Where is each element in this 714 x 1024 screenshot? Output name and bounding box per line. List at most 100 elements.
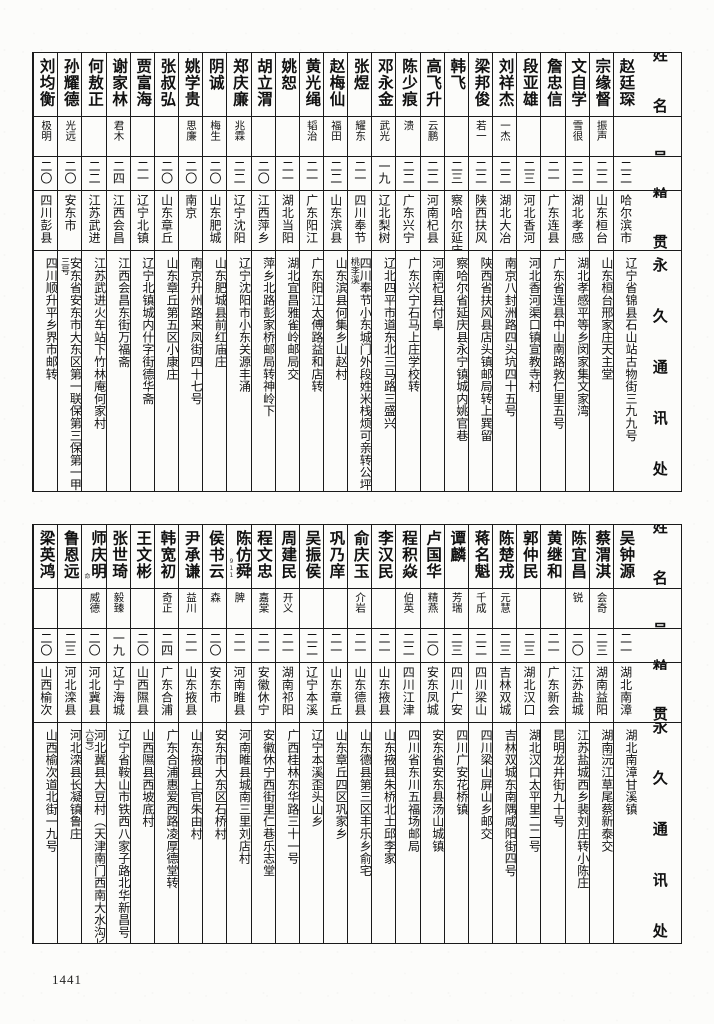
cell-origin: 四川梁山 [468,663,493,723]
cell-alias: 千成 [468,589,493,629]
person-name: 陈仿舜 [233,530,251,580]
person-name: 程积焱 [399,530,418,580]
cell-address: 辽宁沈阳市小东关源丰涌 [227,251,251,491]
cell-origin: 辽宁海城 [106,663,130,723]
address-wrap: 辽宁省锦县石山站古物街三九九号 [614,254,637,491]
person-address: 湖北南漳甘溪镇 [624,729,637,816]
cell-origin: 广东兴宁 [396,191,420,251]
person-column: 程积焱 伯英 二二 四川江津 四川省东川五福场邮局 [395,525,420,943]
person-origin: 辽宁海城 [111,666,126,716]
person-address: 湖北汉口太平里二二号 [527,729,541,852]
person-address: 安徽休宁西街里仁巷乐志堂 [261,729,275,877]
person-address: 辽宁省鞍山市铁西八家子路北华新昌号 [116,729,130,939]
address-wrap: 安东省安东县汤山城镇 [421,726,444,943]
cell-age: 二二 [323,157,348,191]
address-wrap: 南京升州路来凤街四十七号 [179,254,202,491]
person-column: 谢家林 君木 二四 江西会昌 江西会昌东街万福斋 [105,53,130,491]
cell-address: 湖北南漳甘溪镇 [614,723,637,943]
name-wrap: 詹忠信 [545,56,563,108]
person-column: 周建民 开义 二一 湖南祁阳 广西桂林东华路三十一号 [274,525,299,943]
person-name: 郭仲民 [520,530,539,580]
address-wrap: 四川梁山屏山乡邮交 [469,726,492,943]
header-label-alias: 别 号 [650,589,669,629]
cell-name: 宗缘督 [589,53,613,117]
person-name: 蒋名魁 [472,530,491,580]
address-wrap: 山东章丘四区巩家乡 [324,726,347,943]
header-cell-address: 永 久 通 讯 处 [637,251,681,491]
cell-address: 广东合浦惠爱西路凌厚德堂转 [155,723,178,943]
person-name: 吴振侯 [303,530,322,580]
person-address: 山东掖县上官朱由村 [189,729,203,840]
name-wrap: 赵梅仙 [328,56,346,108]
person-origin: 察哈尔延庆 [449,194,464,251]
cell-address: 南京八封洲路四头坑四十五号 [493,251,516,491]
person-age: 二二 [425,160,440,184]
cell-address: 四川奉节小东城门外段姓米栈烦可亲转公坪乡 桃李溪 [348,251,371,491]
cell-age: 二一 [613,629,637,663]
cell-address: 湖北汉口太平里二二号 [517,723,540,943]
person-address: 山东章丘第五区小康庄 [165,257,179,380]
person-age: 二〇 [425,632,440,656]
cell-address: 河南杞县付阜 [421,251,444,491]
person-column: 韩宽初 奇正 二四 广东合浦 广东合浦惠爱西路凌厚德堂转 [153,525,179,943]
person-origin: 吉林双城 [497,666,512,716]
cell-name: 郭仲民 [517,525,541,589]
name-wrap: 程积焱 [399,528,418,580]
address-wrap: 安东省安东市大东区第一联保第三保第一甲第 三号 [58,254,81,491]
address-wrap: 广东省连县中山南路敦仁里五号 [541,254,565,491]
person-address: 南京升州路来凤街四十七号 [189,257,203,405]
person-name: 姚学贵 [182,58,201,108]
person-column: 韩飞 二三 察哈尔延庆 察哈尔省延庆县永宁镇城内姚官巷 [443,53,468,491]
cell-alias: 若一 [468,117,493,157]
person-alias: 梅生 [209,120,222,141]
cell-age: 二〇 [251,157,275,191]
person-age: 二〇 [256,160,271,184]
cell-age: 二二 [420,157,444,191]
name-annotation: 命 [83,572,90,579]
cell-alias: 雪很 [565,117,589,157]
cell-name: 蔡渭淇 [589,525,613,589]
cell-alias: 元慧 [493,589,517,629]
cell-age: 二三 [517,629,541,663]
person-column: 张叔弘 二〇 山东章丘 山东章丘第五区小康庄 [153,53,179,491]
header-cell-origin: 籍 贯 [637,191,681,251]
name-wrap: 陈仿舜 911 [228,528,251,580]
person-column: 李汉民 二一 山东掖县 山东掖县朱桥北土邱李家 [371,525,396,943]
address-wrap: 辽北四平市道东北三马路三盛兴 [372,254,395,491]
person-address: 山东肥城县前红庙庄 [213,257,227,368]
cell-address: 广东兴宁石马上庄学校转 [396,251,420,491]
person-origin: 山东桓台 [594,194,609,244]
page-number: 1441 [52,972,82,987]
person-name: 陈楚戎 [496,530,515,580]
person-alias: 云鹏 [426,120,439,141]
person-origin: 安东市 [63,194,77,232]
person-column: 王文彬 二〇 山西隰县 山西隰县西坡底村 [129,525,154,943]
person-name: 高飞升 [424,58,443,108]
cell-address: 河北香河渠口镇宣教寺村 [517,251,540,491]
person-address: 安东市大东区石桥村 [213,729,227,840]
person-alias: 一杰 [499,120,512,141]
cell-alias: 开义 [275,589,299,629]
cell-name: 黄光绳 [299,53,323,117]
person-age: 二一 [328,632,343,656]
cell-alias [323,589,348,629]
person-address: 四川奉节小东城门外段姓米栈烦可亲转公坪乡 [358,257,372,491]
cell-origin: 陕西扶风 [468,191,493,251]
person-column: 梁英鸿 二〇 山西榆次 山西榆次道北街一九号 [33,525,58,943]
name-wrap: 张世琦 [110,528,128,580]
name-wrap: 师庆明命 [83,528,106,580]
cell-address: 安徽休宁西街里仁巷乐志堂 [252,723,275,943]
address-wrap: 湖南沅江草尾蔡新泰交 [590,726,613,943]
cell-origin: 吉林双城 [493,663,517,723]
address-wrap: 安徽休宁西街里仁巷乐志堂 [252,726,275,943]
cell-age: 二〇 [179,157,203,191]
name-wrap: 黄光绳 [303,56,321,108]
name-wrap: 胡立渭 [255,56,273,108]
person-origin: 广东合浦 [159,666,174,716]
person-column: 陈宜昌锐二〇 江苏盐城 江苏盐城西乡裴刘庄转小陈庄 [564,525,589,943]
cell-age: 二一 [275,629,299,663]
cell-age: 二一 [348,629,372,663]
person-column: 梁邦俊 若一 二二 陕西扶风 陕西省扶风县店头镇邮局转上巽留 [467,53,493,491]
cell-origin: 安东凤城 [420,663,444,723]
person-name: 卢国华 [424,530,443,580]
